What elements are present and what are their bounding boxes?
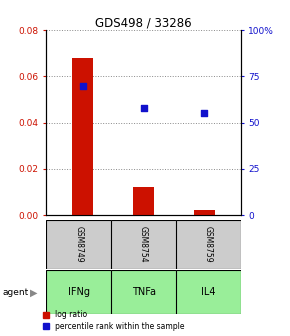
- Bar: [194, 210, 215, 215]
- Text: GSM8749: GSM8749: [74, 226, 83, 263]
- Text: agent: agent: [3, 288, 29, 297]
- Text: IL4: IL4: [201, 287, 215, 297]
- Title: GDS498 / 33286: GDS498 / 33286: [95, 16, 192, 29]
- Text: GSM8754: GSM8754: [139, 226, 148, 263]
- Point: [141, 105, 146, 111]
- Bar: [133, 187, 154, 215]
- Point: [202, 111, 206, 116]
- Text: ▶: ▶: [30, 287, 38, 297]
- Point: [81, 83, 85, 88]
- Bar: [72, 58, 93, 215]
- Legend: log ratio, percentile rank within the sample: log ratio, percentile rank within the sa…: [41, 309, 186, 332]
- Text: TNFa: TNFa: [132, 287, 155, 297]
- Text: GSM8759: GSM8759: [204, 226, 213, 263]
- Text: IFNg: IFNg: [68, 287, 90, 297]
